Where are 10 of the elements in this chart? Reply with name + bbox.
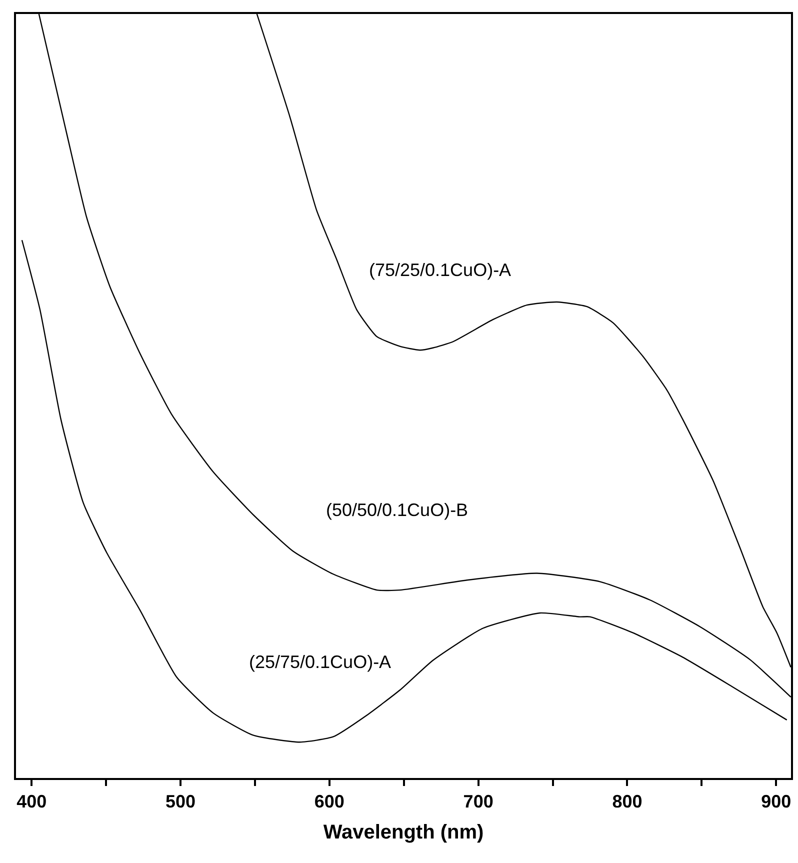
x-tick-label: 900 (761, 792, 792, 812)
x-tick-label: 400 (16, 792, 47, 812)
series-label: (75/25/0.1CuO)-A (369, 260, 512, 280)
text: (50/50/0.1CuO)-B (326, 500, 468, 520)
x-tick-label: 700 (463, 792, 494, 812)
x-tick-label: 800 (612, 792, 642, 812)
x-axis-title: Wavelength (nm) (323, 822, 484, 844)
series-label: (25/75/0.1CuO)-A (249, 652, 392, 672)
x-tick-label: 500 (166, 792, 196, 812)
x-tick-label: 600 (314, 792, 344, 812)
